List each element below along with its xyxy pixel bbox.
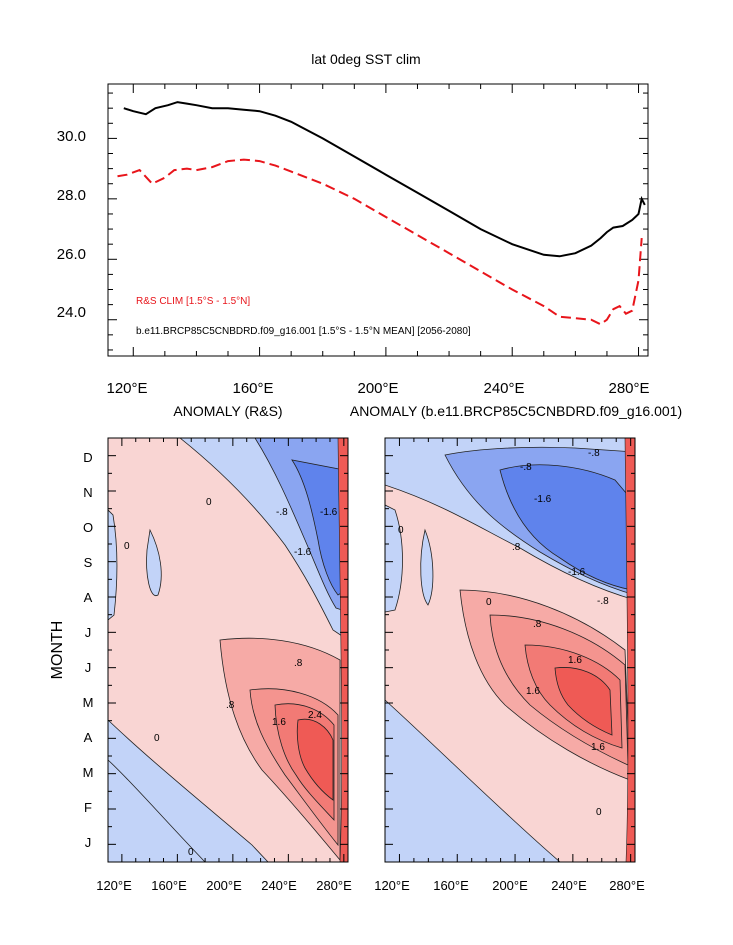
legend-label-model: b.e11.BRCP85C5CNBDRD.f09_g16.001 [1.5°S … bbox=[136, 326, 471, 337]
x-tick-label: 160°E bbox=[232, 380, 273, 397]
x-tick-label: 120°E bbox=[96, 878, 132, 893]
contour-label: -.8 bbox=[276, 507, 288, 518]
top-y-tick-labels: 24.0 26.0 28.0 30.0 bbox=[57, 128, 86, 321]
month-label: S bbox=[84, 555, 93, 570]
contour-label: -.8 bbox=[520, 462, 532, 473]
x-tick-label: 280°E bbox=[609, 878, 645, 893]
contour-label: .8 bbox=[533, 619, 542, 630]
x-tick-label: 160°E bbox=[433, 878, 469, 893]
y-tick-label: 24.0 bbox=[57, 304, 86, 321]
contour-label: .8 bbox=[294, 658, 303, 669]
month-label: A bbox=[84, 730, 93, 745]
top-line-panel: lat 0deg SST clim 24.0 26.0 28.0 30.0 12… bbox=[57, 51, 650, 397]
bottom-right-panel: ANOMALY (b.e11.BRCP85C5CNBDRD.f09_g16.00… bbox=[350, 403, 682, 893]
right-contour-field: -.8 -.8 -1.6 -1.6 -.8 .8 .8 1.6 1.6 1.6 … bbox=[385, 438, 635, 862]
month-label: J bbox=[85, 660, 92, 675]
top-panel-title: lat 0deg SST clim bbox=[311, 51, 420, 67]
contour-label: 0 bbox=[188, 847, 194, 858]
series-line-rs-clim bbox=[117, 158, 643, 326]
x-tick-label: 160°E bbox=[151, 878, 187, 893]
x-tick-label: 240°E bbox=[551, 878, 587, 893]
x-tick-label: 240°E bbox=[483, 380, 524, 397]
bottom-left-panel: ANOMALY (R&S) MONTH -.8 -1.6 -1.6 .8 .8 … bbox=[49, 403, 352, 893]
top-axis-ticks bbox=[108, 84, 648, 356]
legend-label-rs-clim: R&S CLIM [1.5°S - 1.5°N] bbox=[136, 296, 250, 307]
contour-label: .8 bbox=[512, 542, 521, 553]
top-plot-frame bbox=[107, 83, 649, 357]
contour-label: 0 bbox=[206, 497, 212, 508]
contour-label: -1.6 bbox=[294, 547, 312, 558]
x-tick-label: 280°E bbox=[608, 380, 649, 397]
contour-label: -1.6 bbox=[320, 507, 338, 518]
x-tick-label: 200°E bbox=[206, 878, 242, 893]
contour-label: 0 bbox=[398, 525, 404, 536]
y-tick-label: 26.0 bbox=[57, 246, 86, 263]
contour-label: 0 bbox=[596, 807, 602, 818]
contour-label: 0 bbox=[154, 733, 160, 744]
bottom-left-title: ANOMALY (R&S) bbox=[173, 403, 282, 419]
x-tick-label: 280°E bbox=[316, 878, 352, 893]
right-x-tick-labels: 120°E 160°E 200°E 240°E 280°E bbox=[374, 878, 645, 893]
contour-label: 0 bbox=[486, 597, 492, 608]
left-month-labels: D N O S A J J M A M F J bbox=[83, 450, 94, 850]
top-x-tick-labels: 120°E 160°E 200°E 240°E 280°E bbox=[106, 380, 649, 397]
contour-label: 1.6 bbox=[591, 742, 605, 753]
x-tick-label: 200°E bbox=[492, 878, 528, 893]
right-axis-ticks bbox=[385, 437, 635, 863]
month-label: J bbox=[85, 625, 92, 640]
month-label: A bbox=[84, 590, 93, 605]
top-legend: R&S CLIM [1.5°S - 1.5°N] b.e11.BRCP85C5C… bbox=[136, 296, 471, 337]
y-tick-label: 28.0 bbox=[57, 187, 86, 204]
contour-label: 1.6 bbox=[526, 686, 540, 697]
x-tick-label: 120°E bbox=[374, 878, 410, 893]
contour-label: -1.6 bbox=[534, 494, 552, 505]
contour-label: 1.6 bbox=[568, 655, 582, 666]
contour-label: -.8 bbox=[588, 448, 600, 459]
left-x-tick-labels: 120°E 160°E 200°E 240°E 280°E bbox=[96, 878, 352, 893]
contour-label: 1.6 bbox=[272, 717, 286, 728]
left-contour-field: -.8 -1.6 -1.6 .8 .8 1.6 2.4 0 0 0 0 bbox=[108, 438, 348, 862]
x-tick-label: 240°E bbox=[261, 878, 297, 893]
month-label: M bbox=[83, 695, 94, 710]
month-label: N bbox=[83, 485, 92, 500]
contour-label: 2.4 bbox=[308, 710, 322, 721]
month-axis-label: MONTH bbox=[49, 621, 66, 680]
month-label: F bbox=[84, 800, 92, 815]
contour-label: -.8 bbox=[597, 596, 609, 607]
left-axis-ticks bbox=[108, 437, 348, 863]
x-tick-label: 120°E bbox=[106, 380, 147, 397]
month-label: J bbox=[85, 835, 92, 850]
contour-label: .8 bbox=[226, 700, 235, 711]
bottom-right-title: ANOMALY (b.e11.BRCP85C5CNBDRD.f09_g16.00… bbox=[350, 403, 682, 419]
contour-label: 0 bbox=[124, 541, 130, 552]
month-label: M bbox=[83, 765, 94, 780]
series-line-model bbox=[123, 101, 646, 258]
y-tick-label: 30.0 bbox=[57, 128, 86, 145]
month-label: D bbox=[83, 450, 92, 465]
x-tick-label: 200°E bbox=[357, 380, 398, 397]
contour-label: -1.6 bbox=[568, 567, 586, 578]
month-label: O bbox=[83, 520, 93, 535]
